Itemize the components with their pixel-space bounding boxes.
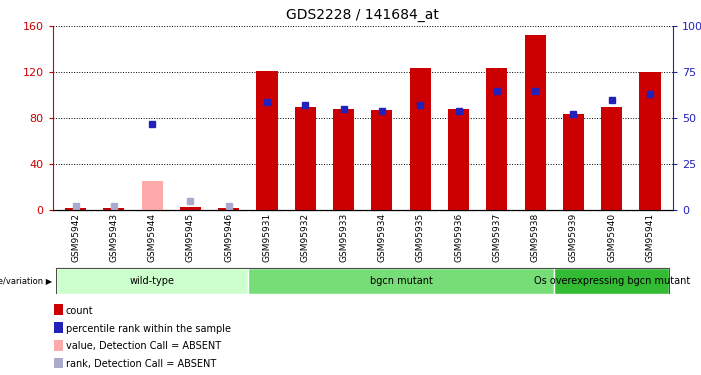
Text: GSM95938: GSM95938 xyxy=(531,213,540,262)
Bar xyxy=(448,109,469,210)
Bar xyxy=(56,268,248,294)
Text: GSM95942: GSM95942 xyxy=(71,213,80,262)
Bar xyxy=(65,208,86,210)
Bar xyxy=(142,181,163,210)
Text: genotype/variation ▶: genotype/variation ▶ xyxy=(0,277,53,286)
Text: GSM95937: GSM95937 xyxy=(492,213,501,262)
Text: GSM95936: GSM95936 xyxy=(454,213,463,262)
Bar xyxy=(333,109,354,210)
Bar xyxy=(563,114,584,210)
Text: GSM95932: GSM95932 xyxy=(301,213,310,262)
Bar xyxy=(248,268,554,294)
Bar xyxy=(372,110,393,210)
Bar xyxy=(55,304,62,315)
Text: GSM95933: GSM95933 xyxy=(339,213,348,262)
Bar xyxy=(103,208,124,210)
Text: GSM95939: GSM95939 xyxy=(569,213,578,262)
Text: GSM95934: GSM95934 xyxy=(377,213,386,262)
Text: GSM95935: GSM95935 xyxy=(416,213,425,262)
Text: count: count xyxy=(66,306,93,316)
Text: GSM95941: GSM95941 xyxy=(646,213,655,262)
Text: value, Detection Call = ABSENT: value, Detection Call = ABSENT xyxy=(66,341,221,351)
Bar xyxy=(55,322,62,333)
Bar xyxy=(554,268,669,294)
Text: bgcn mutant: bgcn mutant xyxy=(369,276,433,286)
Bar xyxy=(409,68,430,210)
Text: GSM95945: GSM95945 xyxy=(186,213,195,262)
Text: percentile rank within the sample: percentile rank within the sample xyxy=(66,324,231,333)
Title: GDS2228 / 141684_at: GDS2228 / 141684_at xyxy=(286,9,440,22)
Bar xyxy=(55,358,62,368)
Bar xyxy=(486,68,508,210)
Text: rank, Detection Call = ABSENT: rank, Detection Call = ABSENT xyxy=(66,359,216,369)
Text: GSM95946: GSM95946 xyxy=(224,213,233,262)
Bar xyxy=(180,207,201,210)
Text: GSM95931: GSM95931 xyxy=(263,213,271,262)
Text: wild-type: wild-type xyxy=(130,276,175,286)
Bar xyxy=(601,106,622,210)
Text: Os overexpressing bgcn mutant: Os overexpressing bgcn mutant xyxy=(533,276,690,286)
Bar xyxy=(295,106,316,210)
Bar xyxy=(524,36,545,210)
Text: GSM95944: GSM95944 xyxy=(148,213,156,262)
Bar xyxy=(257,71,278,210)
Bar xyxy=(639,72,660,210)
Text: GSM95940: GSM95940 xyxy=(607,213,616,262)
Bar xyxy=(55,340,62,351)
Text: GSM95943: GSM95943 xyxy=(109,213,118,262)
Bar xyxy=(218,208,239,210)
